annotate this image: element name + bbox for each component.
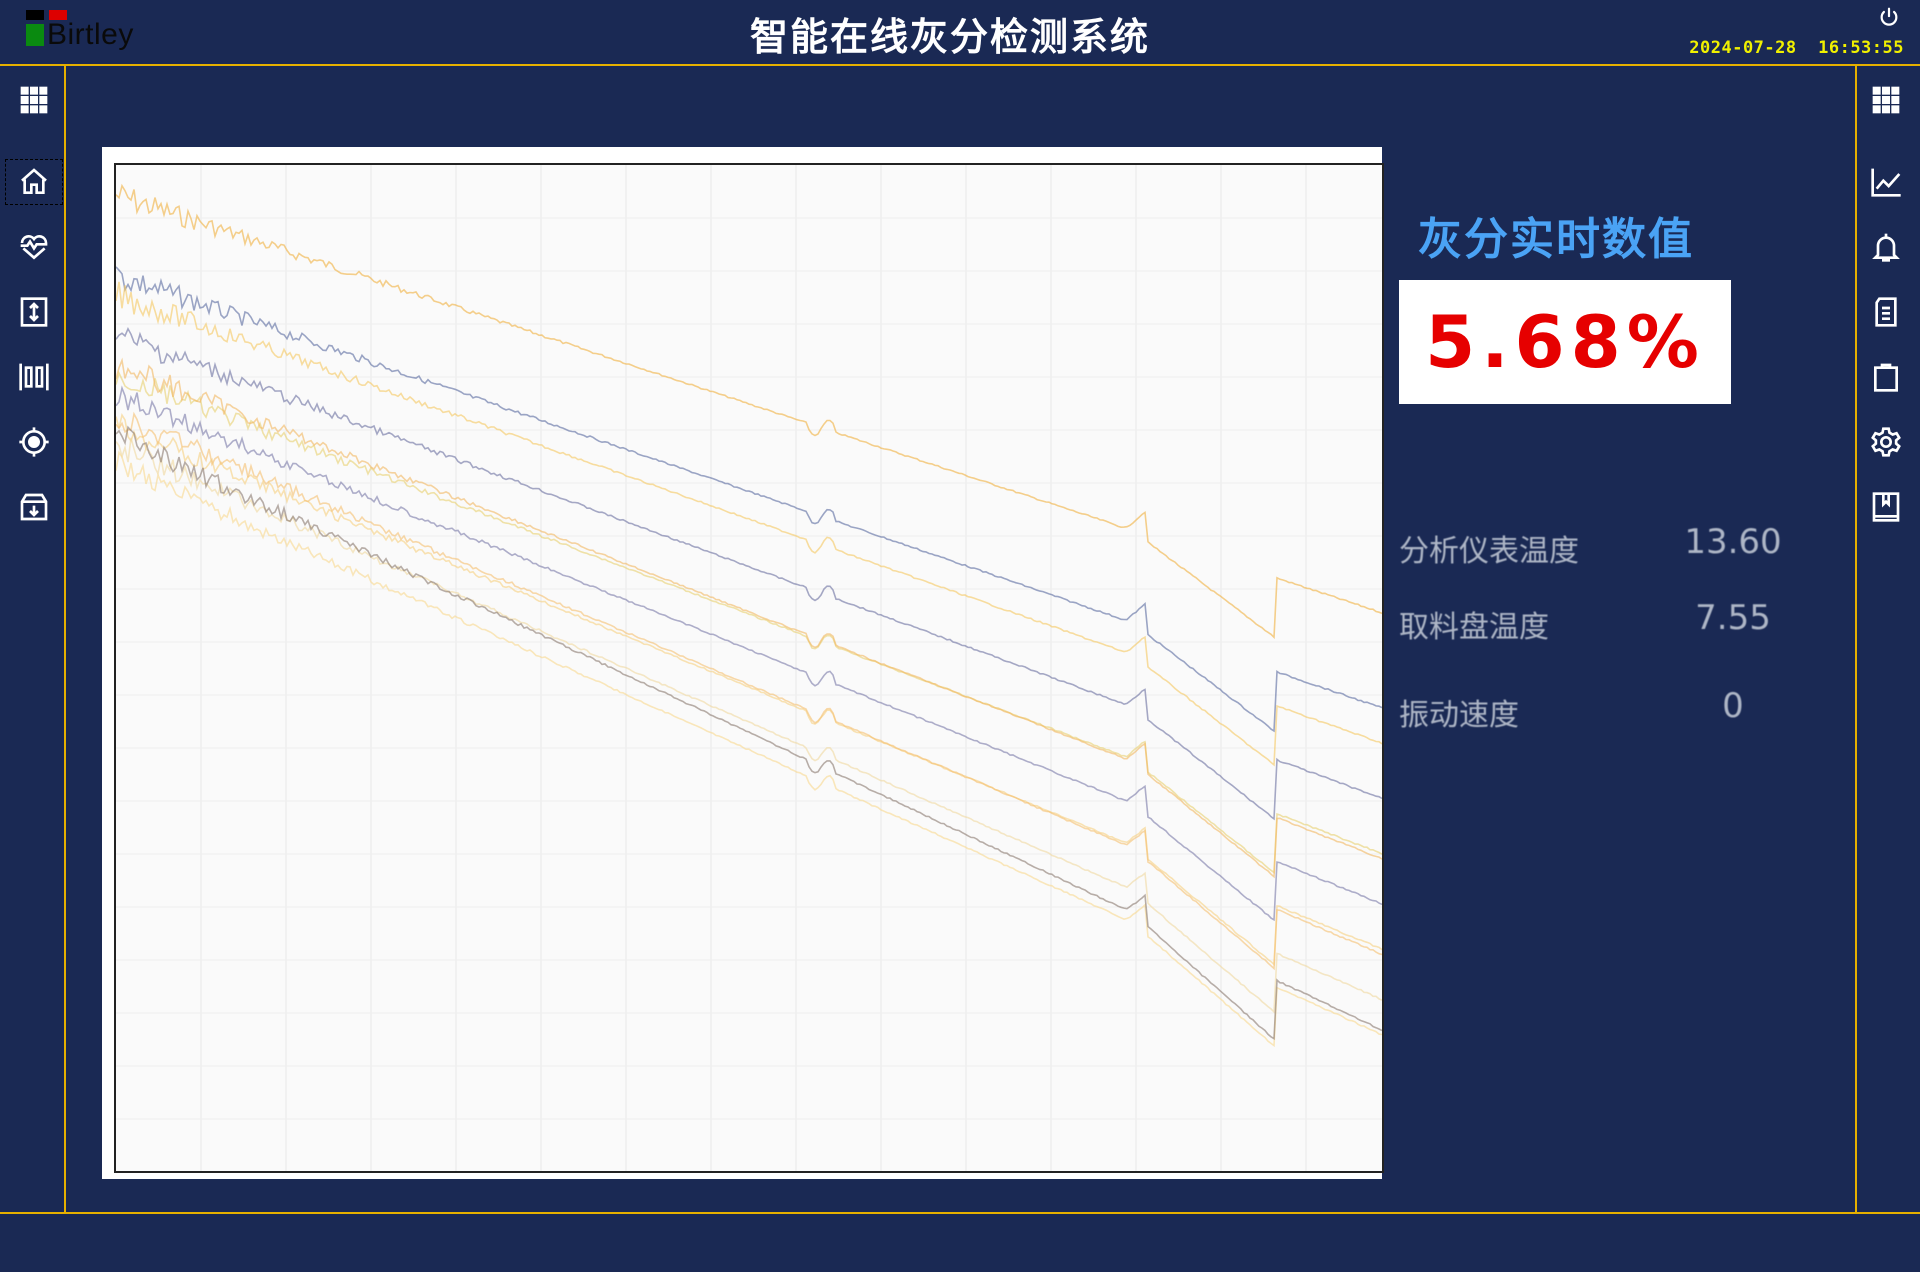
birtley-logo: Birtley xyxy=(26,10,156,54)
spectrum-line xyxy=(115,326,1383,821)
sampling-tray-temperature-label: 取料盘温度 xyxy=(1399,610,1549,645)
heart-pulse-icon[interactable] xyxy=(14,227,54,267)
header-divider xyxy=(0,64,1920,66)
analyzer-temperature-label: 分析仪表温度 xyxy=(1399,534,1579,569)
ash-value-box: 5.68% xyxy=(1399,280,1731,404)
spectrum-line xyxy=(115,411,1383,971)
logo-text: Birtley xyxy=(47,18,134,51)
ash-value: 5.68% xyxy=(1425,300,1705,384)
spectrum-line xyxy=(115,183,1383,640)
home-icon[interactable] xyxy=(5,159,63,205)
spectrum-line xyxy=(115,357,1383,879)
right-sidebar-divider xyxy=(1855,64,1857,1212)
apps-grid-icon[interactable] xyxy=(1866,80,1906,120)
power-icon[interactable] xyxy=(1878,6,1900,28)
line-chart-icon[interactable] xyxy=(1866,162,1906,202)
datetime: 2024-07-28 16:53:55 xyxy=(1689,38,1904,58)
target-icon[interactable] xyxy=(14,422,54,462)
gear-icon[interactable] xyxy=(1866,422,1906,462)
ash-realtime-title: 灰分实时数值 xyxy=(1418,214,1694,265)
document-icon[interactable] xyxy=(1866,292,1906,332)
barcode-icon[interactable] xyxy=(14,357,54,397)
vibration-speed-value: 0 xyxy=(1722,686,1744,726)
date: 2024-07-28 xyxy=(1689,38,1797,58)
footer-divider xyxy=(0,1212,1920,1214)
spectrum-line xyxy=(115,425,1383,1040)
analyzer-temperature-value: 13.60 xyxy=(1684,522,1782,562)
bell-icon[interactable] xyxy=(1866,227,1906,267)
spectrum-line xyxy=(115,370,1383,874)
spectrum-line xyxy=(115,450,1383,1048)
vertical-arrows-icon[interactable] xyxy=(14,292,54,332)
sampling-tray-temperature-value: 7.55 xyxy=(1695,598,1771,638)
spectrum-svg xyxy=(115,165,1383,1171)
vibration-speed-label: 振动速度 xyxy=(1399,698,1519,733)
clipboard-icon[interactable] xyxy=(1866,357,1906,397)
spectrum-chart xyxy=(102,147,1384,1179)
spectrum-line xyxy=(115,281,1383,767)
spectrum-line xyxy=(115,385,1383,922)
spectrum-line xyxy=(115,413,1383,967)
left-sidebar-divider xyxy=(64,64,66,1212)
spectrum-line xyxy=(115,266,1383,733)
time: 16:53:55 xyxy=(1818,38,1904,58)
apps-grid-icon[interactable] xyxy=(14,80,54,120)
book-icon[interactable] xyxy=(1866,487,1906,527)
page-title: 智能在线灰分检测系统 xyxy=(749,15,1150,59)
archive-download-icon[interactable] xyxy=(14,487,54,527)
spectrum-plot-area xyxy=(114,163,1384,1173)
